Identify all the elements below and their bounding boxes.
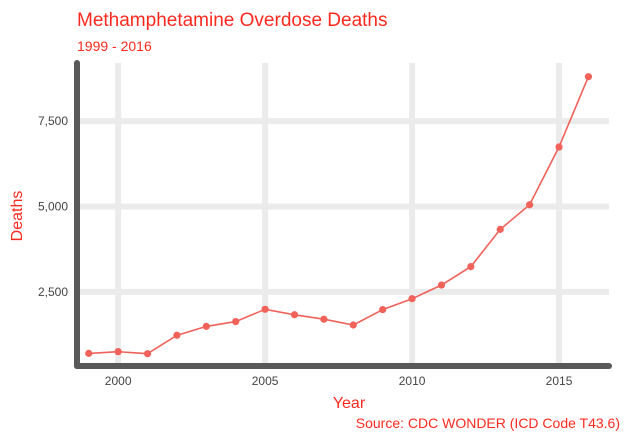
data-point-2015 xyxy=(555,143,563,151)
chart-subtitle: 1999 - 2016 xyxy=(77,38,152,54)
x-tick-label-2005: 2005 xyxy=(252,374,279,388)
y-tick-label-7500: 7,500 xyxy=(38,114,68,128)
data-point-2014 xyxy=(526,201,534,209)
data-point-2004 xyxy=(232,317,240,326)
data-point-2012 xyxy=(467,262,475,271)
grid-lines xyxy=(77,63,609,366)
data-point-2000 xyxy=(114,348,122,356)
series-group xyxy=(85,73,593,358)
x-tick-label-2010: 2010 xyxy=(399,374,426,388)
data-point-1999 xyxy=(85,349,93,357)
chart-title: Methamphetamine Overdose Deaths xyxy=(77,10,388,31)
x-tick-label-2015: 2015 xyxy=(546,374,573,388)
tick-labels: 2000 2005 2010 2015 2,500 5,000 7,500 xyxy=(38,114,573,388)
data-point-2016 xyxy=(584,73,593,81)
data-point-2008 xyxy=(349,321,357,329)
data-point-2010 xyxy=(408,295,416,303)
data-point-2006 xyxy=(290,311,299,319)
data-point-2001 xyxy=(143,350,152,358)
y-tick-label-5000: 5,000 xyxy=(38,199,68,213)
data-point-2011 xyxy=(437,281,446,289)
data-point-2009 xyxy=(379,306,387,314)
data-point-2003 xyxy=(202,322,210,330)
data-point-2013 xyxy=(496,225,504,233)
data-point-2005 xyxy=(261,305,269,313)
y-tick-label-2500: 2,500 xyxy=(38,285,68,299)
x-tick-label-2000: 2000 xyxy=(105,374,132,388)
series-line xyxy=(88,76,590,355)
data-point-2007 xyxy=(320,315,328,323)
source-caption: Source: CDC WONDER (ICD Code T43.6) xyxy=(356,415,620,431)
data-point-2002 xyxy=(173,331,181,339)
y-axis-title: Deaths xyxy=(9,191,26,242)
x-axis-title: Year xyxy=(333,395,366,412)
